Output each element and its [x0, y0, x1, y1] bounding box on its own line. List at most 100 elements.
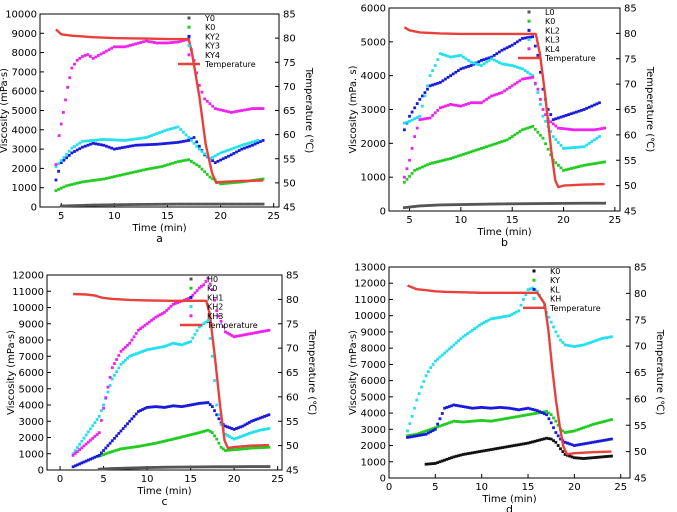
data-point	[143, 323, 147, 327]
data-point	[158, 405, 162, 409]
data-point	[132, 445, 136, 449]
data-point	[106, 385, 110, 389]
data-point	[115, 467, 119, 470]
data-point	[139, 41, 143, 44]
data-point	[449, 103, 452, 106]
data-point	[522, 298, 525, 301]
series-KL4	[403, 75, 606, 179]
data-point	[139, 203, 143, 206]
data-point	[410, 433, 414, 437]
legend-label: KL2	[545, 26, 560, 35]
data-point	[408, 114, 411, 118]
data-point	[86, 179, 90, 183]
data-point	[141, 444, 145, 448]
y-tick-label: 7000	[12, 67, 37, 78]
legend-label: K0	[550, 267, 560, 276]
data-point	[441, 159, 445, 162]
data-point	[168, 127, 172, 131]
data-point	[541, 202, 545, 205]
data-point	[203, 170, 207, 174]
data-point	[99, 453, 103, 457]
data-point	[106, 390, 110, 394]
data-point	[586, 341, 590, 345]
legend-swatch	[189, 277, 193, 281]
data-point	[454, 155, 458, 159]
data-point	[423, 204, 427, 208]
data-point	[591, 456, 595, 460]
y2-tick-label: 85	[283, 10, 296, 21]
data-point	[154, 315, 158, 319]
data-point	[248, 202, 252, 206]
data-point	[102, 138, 106, 141]
data-point	[176, 202, 180, 206]
data-point	[523, 77, 527, 81]
x-tick-label: 15	[506, 215, 519, 226]
data-point	[219, 182, 222, 186]
data-point	[477, 63, 481, 67]
data-point	[59, 159, 63, 163]
data-point	[123, 139, 127, 142]
data-point	[568, 344, 572, 348]
data-point	[554, 419, 558, 423]
data-point	[495, 202, 499, 206]
data-point	[261, 465, 264, 468]
temperature-line	[403, 26, 605, 189]
data-point	[461, 453, 465, 456]
data-point	[406, 436, 409, 439]
x-tick-label: 15	[161, 211, 174, 222]
panel-label: d	[506, 503, 513, 512]
data-point	[467, 64, 470, 68]
data-point	[107, 176, 111, 180]
data-point	[75, 204, 79, 207]
data-point	[176, 301, 179, 305]
data-point	[163, 345, 166, 348]
data-point	[487, 202, 491, 206]
data-point	[570, 429, 574, 433]
data-point	[80, 446, 84, 450]
data-point	[417, 431, 421, 435]
y2-tick-label: 80	[624, 29, 637, 40]
data-point	[171, 41, 175, 44]
data-point	[418, 114, 422, 118]
data-point	[513, 133, 517, 137]
data-point	[464, 65, 468, 69]
data-point	[512, 415, 516, 419]
data-point	[415, 167, 419, 171]
data-point	[259, 140, 262, 144]
data-point	[424, 429, 428, 433]
data-point	[134, 332, 138, 335]
data-point	[168, 162, 172, 166]
data-point	[160, 465, 164, 469]
data-point	[221, 150, 225, 154]
legend-label: K0	[205, 23, 215, 32]
data-point	[195, 465, 199, 469]
data-point	[561, 341, 565, 344]
data-point	[440, 412, 444, 415]
data-point	[195, 71, 199, 75]
data-point	[112, 138, 116, 142]
data-point	[429, 462, 433, 466]
data-point	[443, 423, 447, 426]
series-L0	[403, 201, 606, 210]
data-point	[54, 178, 58, 182]
data-point	[174, 202, 177, 206]
data-point	[252, 419, 256, 422]
data-point	[546, 108, 550, 111]
data-point	[582, 426, 586, 430]
data-point	[160, 142, 164, 146]
data-point	[136, 445, 140, 448]
y-tick-label: 5000	[361, 392, 386, 403]
data-point	[160, 202, 164, 206]
y-tick-label: 12000	[354, 279, 386, 290]
data-point	[485, 145, 488, 149]
data-point	[523, 202, 527, 206]
data-point	[562, 127, 565, 131]
legend-label: KH2	[207, 303, 223, 312]
data-point	[491, 317, 495, 320]
data-point	[204, 320, 208, 324]
data-point	[549, 320, 553, 324]
data-point	[539, 70, 542, 74]
y-tick-label: 4000	[361, 71, 386, 82]
data-point	[174, 141, 177, 144]
data-point	[541, 108, 545, 111]
